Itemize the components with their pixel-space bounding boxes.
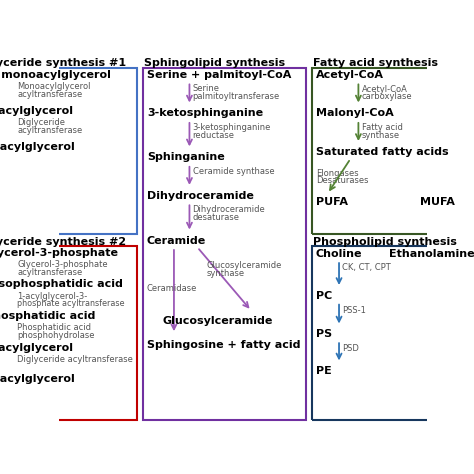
Text: Glucosylceramide: Glucosylceramide (207, 261, 282, 270)
Text: Acetyl-CoA: Acetyl-CoA (362, 84, 407, 93)
Text: synthase: synthase (362, 131, 400, 140)
Text: Desaturases: Desaturases (316, 176, 368, 185)
Text: Ceramide: Ceramide (147, 236, 206, 246)
Text: Malonyl-CoA: Malonyl-CoA (316, 109, 393, 118)
Text: PC: PC (316, 291, 332, 301)
Text: Glucosylceramide: Glucosylceramide (162, 316, 273, 327)
Text: Lysophosphatidic acid: Lysophosphatidic acid (0, 279, 123, 290)
Text: 3-ketosphinganine: 3-ketosphinganine (192, 123, 271, 132)
Text: Dihydroceramide: Dihydroceramide (147, 191, 254, 201)
Text: acyltransferase: acyltransferase (18, 268, 82, 277)
Text: Monoacylglycerol: Monoacylglycerol (18, 82, 91, 91)
Text: Diacylglycerol: Diacylglycerol (0, 343, 73, 353)
Text: reductase: reductase (192, 131, 235, 140)
Text: Triacylglycerol: Triacylglycerol (0, 374, 75, 384)
Text: 2- monoacylglycerol: 2- monoacylglycerol (0, 70, 111, 80)
Bar (0, 246, 137, 420)
Text: PUFA: PUFA (316, 197, 348, 207)
Text: Diacylglycerol: Diacylglycerol (0, 106, 73, 116)
Text: MUFA: MUFA (420, 197, 455, 207)
Text: Phosphatidic acid: Phosphatidic acid (0, 311, 95, 321)
Text: Phospholipid synthesis: Phospholipid synthesis (313, 237, 457, 247)
Text: Ceramide synthase: Ceramide synthase (192, 167, 274, 176)
Text: synthase: synthase (207, 269, 245, 278)
Text: acyltransferase: acyltransferase (18, 126, 82, 135)
Text: Dihydroceramide: Dihydroceramide (192, 206, 265, 215)
Text: Diglyceride: Diglyceride (18, 118, 65, 128)
Text: 1-acylglycerol-3-: 1-acylglycerol-3- (18, 292, 88, 301)
Text: Ethanolamine: Ethanolamine (390, 248, 474, 259)
Text: Ceramidase: Ceramidase (147, 284, 197, 293)
Text: Serine + palmitoyl-CoA: Serine + palmitoyl-CoA (147, 70, 291, 80)
Bar (143, 68, 306, 420)
Text: phosphate acyltransferase: phosphate acyltransferase (18, 300, 125, 309)
Text: CK, CT, CPT: CK, CT, CPT (342, 263, 391, 272)
Text: Glyceride synthesis #1: Glyceride synthesis #1 (0, 58, 127, 68)
Text: carboxylase: carboxylase (362, 92, 412, 101)
Text: Diglyceride acyltransferase: Diglyceride acyltransferase (18, 355, 133, 364)
Text: palmitoyltransferase: palmitoyltransferase (192, 91, 280, 100)
Text: Sphinganine: Sphinganine (147, 152, 225, 163)
Text: Fatty acid synthesis: Fatty acid synthesis (313, 58, 438, 68)
Text: Choline: Choline (316, 248, 362, 259)
Text: acyltransferase: acyltransferase (18, 90, 82, 99)
Text: PE: PE (316, 366, 331, 376)
Text: PSD: PSD (342, 344, 359, 353)
Text: PS: PS (316, 329, 332, 339)
Text: phosphohydrolase: phosphohydrolase (18, 331, 95, 340)
Text: desaturase: desaturase (192, 213, 239, 222)
Text: Phosphatidic acid: Phosphatidic acid (18, 323, 91, 332)
Text: Glycerol-3-phosphate: Glycerol-3-phosphate (0, 248, 119, 258)
Text: PSS-1: PSS-1 (342, 306, 366, 315)
Text: Sphingolipid synthesis: Sphingolipid synthesis (145, 58, 286, 68)
Bar (0, 68, 137, 234)
Text: Glycerol-3-phosphate: Glycerol-3-phosphate (18, 260, 108, 269)
Text: Acetyl-CoA: Acetyl-CoA (316, 70, 384, 80)
Bar (312, 246, 474, 420)
Text: Triacylglycerol: Triacylglycerol (0, 142, 75, 152)
Text: Saturated fatty acids: Saturated fatty acids (316, 147, 448, 157)
Bar (312, 68, 474, 234)
Text: Fatty acid: Fatty acid (362, 123, 402, 132)
Text: Sphingosine + fatty acid: Sphingosine + fatty acid (147, 340, 301, 350)
Text: Glyceride synthesis #2: Glyceride synthesis #2 (0, 237, 127, 247)
Text: 3-ketosphinganine: 3-ketosphinganine (147, 109, 263, 118)
Text: Serine: Serine (192, 84, 219, 93)
Text: Elongases: Elongases (316, 169, 358, 178)
